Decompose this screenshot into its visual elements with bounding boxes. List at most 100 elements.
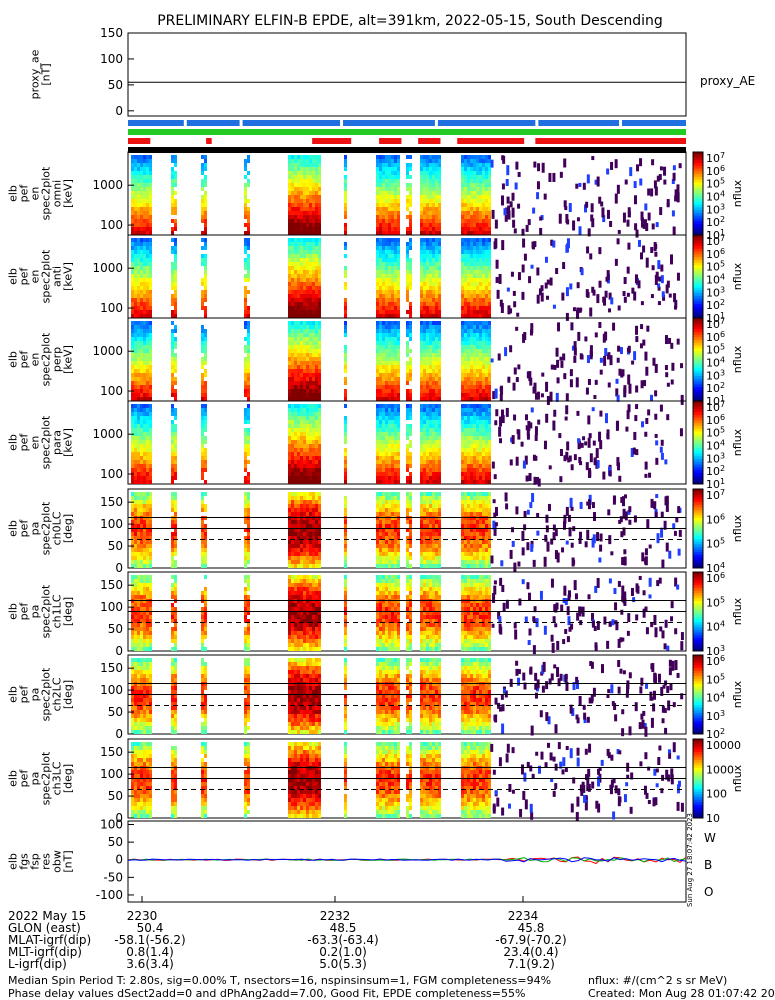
heatmap-cell [426,250,429,254]
colorbar-cell [693,210,703,214]
heatmap-cell [432,159,435,163]
heatmap-cell [171,302,174,306]
heatmap-cell [391,345,394,349]
heatmap-cell [140,345,143,349]
heatmap-cell [388,223,391,227]
heatmap-cell [397,428,400,432]
heatmap-cell [171,381,174,385]
heatmap-cell [525,414,529,421]
heatmap-cell [394,428,397,432]
heatmap-cell [379,440,382,444]
heatmap-cell [385,262,388,266]
heatmap-cell [420,472,423,476]
heatmap-cell [473,393,476,397]
heatmap-cell [294,393,297,397]
heatmap-cell [131,448,134,452]
heatmap-cell [294,325,297,329]
heatmap-cell [432,203,435,207]
heatmap-cell [435,464,438,468]
heatmap-cell [143,286,146,290]
heatmap-cell [300,191,303,195]
heatmap-cell [376,460,379,464]
heatmap-cell [318,393,321,397]
heatmap-cell [300,290,303,294]
heatmap-cell [432,333,435,337]
heatmap-cell [134,195,137,199]
heatmap-cell [432,242,435,246]
heatmap-cell [470,353,473,357]
heatmap-cell [382,306,385,310]
heatmap-cell [406,444,409,448]
heatmap-cell [655,440,659,446]
heatmap-cell [435,385,438,389]
heatmap-cell [429,468,432,472]
heatmap-cell [464,306,467,310]
heatmap-cell [598,247,602,255]
heatmap-cell [391,472,394,476]
heatmap-cell [379,219,382,223]
heatmap-cell [420,381,423,385]
heatmap-cell [146,238,149,242]
ytick-label: 1000 [92,427,123,441]
heatmap-cell [461,420,464,424]
heatmap-cell [388,179,391,183]
heatmap-cell [312,183,315,187]
heatmap-cell [149,424,152,428]
heatmap-cell [171,183,174,187]
heatmap-cell [467,238,470,242]
heatmap-cell [511,207,515,218]
heatmap-cell [140,333,143,337]
heatmap-cell [464,480,467,484]
heatmap-cell [616,238,620,245]
heatmap-cell [303,389,306,393]
heatmap-cell [435,412,438,416]
heatmap-cell [244,389,247,393]
heatmap-cell [438,349,441,353]
heatmap-cell [470,412,473,416]
heatmap-cell [294,223,297,227]
heatmap-cell [559,448,563,456]
heatmap-cell [391,314,394,318]
heatmap-cell [473,480,476,484]
heatmap-cell [143,238,146,242]
heatmap-cell [131,424,134,428]
heatmap-cell [388,314,391,318]
heatmap-cell [149,472,152,476]
heatmap-cell [435,353,438,357]
heatmap-cell [171,532,174,536]
heatmap-cell [131,361,134,365]
heatmap-cell [297,389,300,393]
heatmap-cell [309,373,312,377]
heatmap-cell [171,266,174,270]
colorbar-cell [693,254,703,258]
colorbar-cell [693,445,703,449]
heatmap-cell [171,536,174,540]
heatmap-cell [376,321,379,325]
heatmap-cell [303,306,306,310]
heatmap-cell [247,552,250,556]
heatmap-cell [385,187,388,191]
heatmap-cell [288,512,291,516]
heatmap-cell [476,325,479,329]
heatmap-cell [131,270,134,274]
heatmap-cell [379,428,382,432]
heatmap-cell [146,227,149,231]
heatmap-cell [540,292,544,302]
heatmap-cell [131,456,134,460]
heatmap-cell [464,179,467,183]
heatmap-cell [312,227,315,231]
heatmap-cell [306,207,309,211]
heatmap-cell [146,258,149,262]
heatmap-cell [297,223,300,227]
heatmap-cell [140,290,143,294]
colorbar-cell [693,348,703,352]
heatmap-cell [394,183,397,187]
heatmap-cell [204,404,207,408]
heatmap-cell [426,254,429,258]
heatmap-cell [661,291,665,298]
heatmap-cell [406,274,409,278]
heatmap-cell [174,183,177,187]
heatmap-cell [131,274,134,278]
colorbar-cell [693,448,703,452]
heatmap-cell [482,468,485,472]
